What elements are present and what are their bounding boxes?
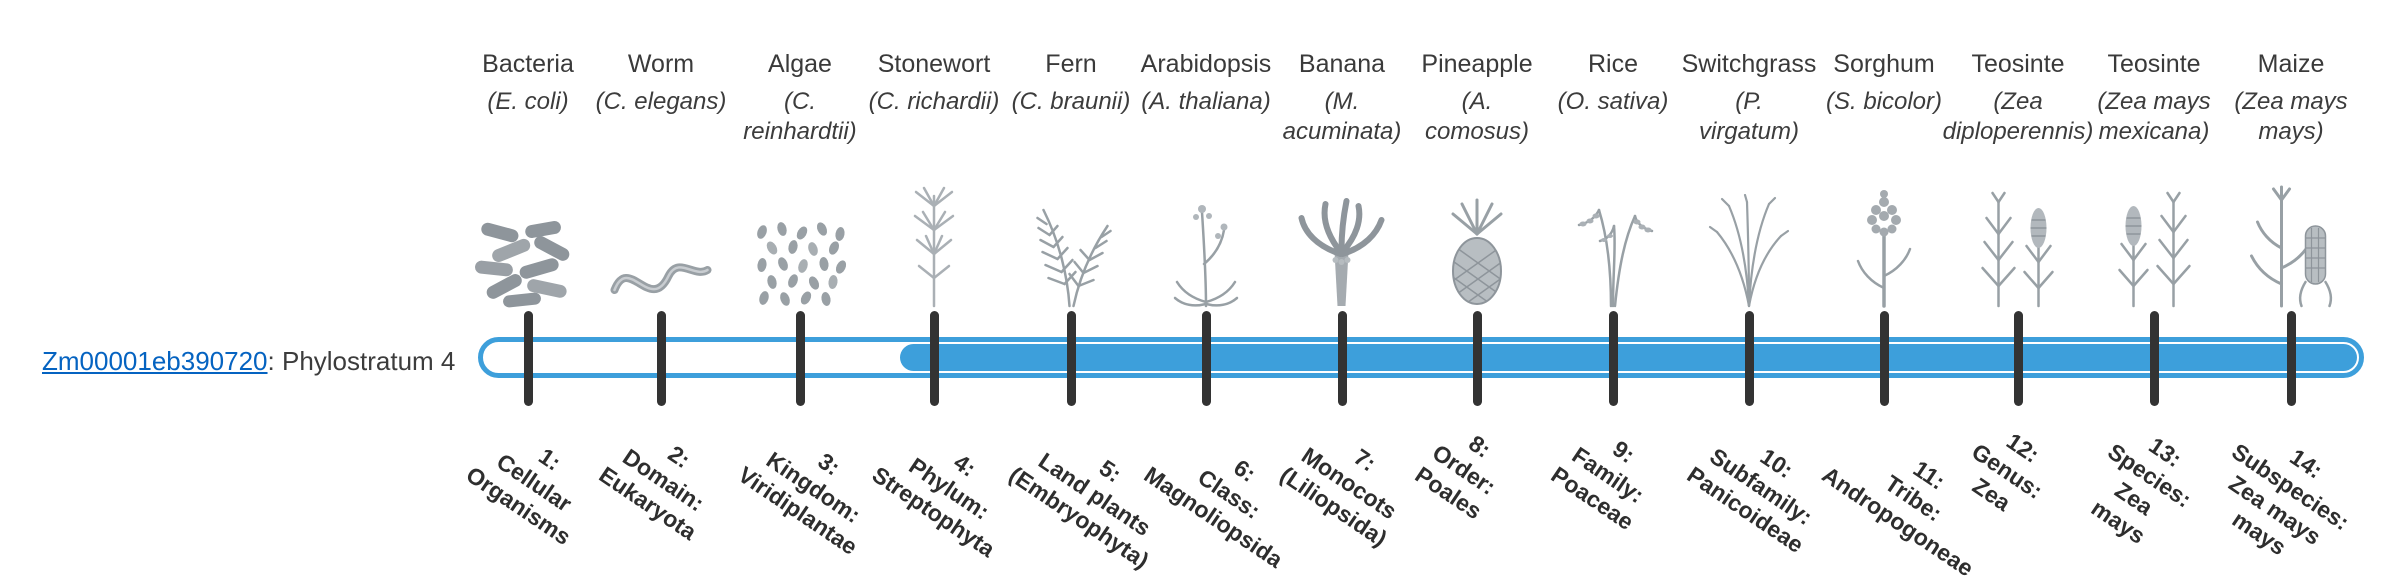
tick-stratum-2: [657, 311, 666, 406]
taxon-scientific-name: (A. comosus): [1424, 88, 1530, 145]
taxon-scientific-name: (C. elegans): [595, 88, 727, 115]
tick-stratum-7: [1338, 311, 1347, 406]
tick-stratum-6: [1202, 311, 1211, 406]
teosinte-mexicana-illustration: [2107, 188, 2202, 308]
taxon-scientific-name: (C. richardii): [868, 88, 1000, 115]
timeline-bar: [478, 337, 2364, 378]
taxon-column-maize: Maize (Zea mays mays): [2201, 50, 2381, 308]
worm-illustration: [609, 250, 714, 308]
taxon-column-fern: Fern (C. braunii): [981, 50, 1161, 308]
taxon-column-pineapple: Pineapple (A. comosus): [1387, 50, 1567, 308]
axis-label-stratum-12: 12: Genus: Zea: [1967, 414, 2077, 516]
axis-label-text: 10: Subfamily: Panicoideae: [1682, 442, 1818, 558]
taxon-common-name: Stonewort: [877, 50, 991, 78]
stonewort-illustration: [899, 186, 969, 308]
taxon-scientific-name: (C. braunii): [1011, 88, 1131, 115]
timeline-bar-fill: [900, 344, 2357, 371]
taxon-common-name: Bacteria: [482, 50, 574, 78]
arabidopsis-illustration: [1167, 196, 1245, 308]
taxon-scientific-name: (C. reinhardtii): [743, 88, 857, 145]
tick-stratum-13: [2150, 311, 2159, 406]
taxon-scientific-name: (A. thaliana): [1141, 88, 1271, 115]
axis-label-text: 3: Kingdom: Viridiplantae: [733, 446, 866, 560]
taxon-common-name: Teosinte: [1971, 50, 2065, 78]
taxon-common-name: Teosinte: [2107, 50, 2201, 78]
banana-illustration: [1295, 194, 1390, 308]
axis-label-text: 13: Species: Zea mays: [2086, 431, 2197, 550]
taxon-scientific-name: (S. bicolor): [1825, 88, 1943, 115]
sorghum-illustration: [1845, 188, 1923, 308]
taxon-common-name: Maize: [2257, 50, 2325, 78]
pineapple-illustration: [1438, 194, 1516, 308]
algae-illustration: [750, 220, 850, 308]
tick-stratum-11: [1880, 311, 1889, 406]
axis-label-stratum-8: 8: Order: Poales: [1411, 414, 1531, 525]
taxon-column-bacteria: Bacteria (E. coli): [438, 50, 618, 308]
taxon-column-stonewort: Stonewort (C. richardii): [844, 50, 1024, 308]
taxon-common-name: Sorghum: [1833, 50, 1935, 78]
fern-illustration: [1024, 196, 1119, 308]
taxon-column-worm: Worm (C. elegans): [571, 50, 751, 308]
taxon-column-teosinte-mexicana: Teosinte (Zea mays mexicana): [2064, 50, 2244, 308]
tick-stratum-14: [2287, 311, 2296, 406]
switchgrass-illustration: [1705, 193, 1793, 308]
taxon-column-switchgrass: Switchgrass (P. virgatum): [1659, 50, 1839, 308]
tick-stratum-4: [930, 311, 939, 406]
tick-stratum-10: [1745, 311, 1754, 406]
taxon-column-banana: Banana (M. acuminata): [1252, 50, 1432, 308]
taxon-scientific-name: (Zea mays mays): [2234, 88, 2348, 145]
axis-label-stratum-9: 9: Family: Poaceae: [1547, 414, 1686, 535]
taxon-column-arabidopsis: Arabidopsis (A. thaliana): [1116, 50, 1296, 308]
taxon-common-name: Switchgrass: [1681, 50, 1817, 78]
taxon-common-name: Worm: [627, 50, 695, 78]
bacteria-illustration: [473, 220, 583, 308]
axis-label-text: 1: Cellular Organisms: [461, 442, 577, 551]
maize-illustration: [2244, 184, 2339, 308]
taxon-common-name: Algae: [768, 50, 832, 78]
gene-link[interactable]: Zm00001eb390720: [42, 346, 268, 376]
rice-illustration: [1569, 194, 1657, 308]
teosinte-diploperennis-illustration: [1971, 188, 2066, 308]
taxon-column-teosinte-diploperennis: Teosinte (Zea diploperennis): [1928, 50, 2108, 308]
tick-stratum-12: [2014, 311, 2023, 406]
tick-stratum-9: [1609, 311, 1618, 406]
taxon-scientific-name: (P. virgatum): [1698, 88, 1800, 145]
taxon-scientific-name: (O. sativa): [1557, 88, 1669, 115]
taxon-scientific-name: (Zea mays mexicana): [2097, 88, 2211, 145]
gene-phylostratum-text: : Phylostratum 4: [267, 346, 456, 376]
taxon-common-name: Arabidopsis: [1140, 50, 1272, 78]
tick-stratum-8: [1473, 311, 1482, 406]
gene-label: Zm00001eb390720: Phylostratum 4: [42, 346, 455, 377]
taxon-common-name: Fern: [1045, 50, 1097, 78]
taxon-common-name: Banana: [1298, 50, 1386, 78]
taxon-scientific-name: (M. acuminata): [1282, 88, 1402, 145]
taxon-scientific-name: (E. coli): [487, 88, 569, 115]
taxon-common-name: Pineapple: [1421, 50, 1533, 78]
taxon-column-algae: Algae (C. reinhardtii): [710, 50, 890, 308]
tick-stratum-3: [796, 311, 805, 406]
axis-label-text: 9: Family: Poaceae: [1546, 435, 1649, 536]
taxon-common-name: Rice: [1587, 50, 1638, 78]
taxon-scientific-name: (Zea diploperennis): [1942, 88, 2094, 145]
taxon-column-rice: Rice (O. sativa): [1523, 50, 1703, 308]
tick-stratum-1: [524, 311, 533, 406]
axis-label-stratum-14: 14: Subspecies: Zea mays mays: [2224, 414, 2394, 560]
tick-stratum-5: [1067, 311, 1076, 406]
taxon-column-sorghum: Sorghum (S. bicolor): [1794, 50, 1974, 308]
